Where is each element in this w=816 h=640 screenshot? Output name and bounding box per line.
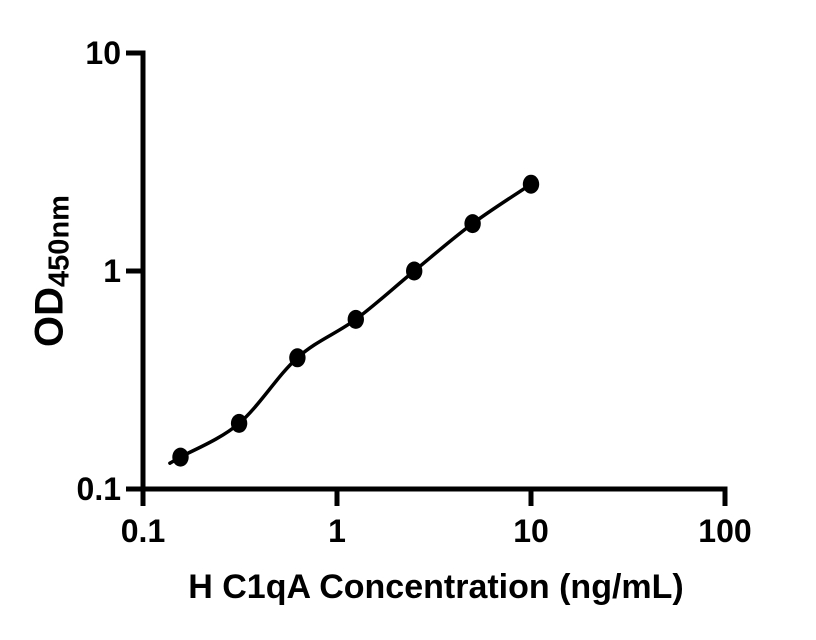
data-point: [464, 214, 481, 234]
x-axis-title: H C1qA Concentration (ng/mL): [188, 568, 684, 606]
x-tick-label: 100: [698, 513, 751, 549]
data-point: [522, 174, 540, 194]
y-tick-label: 1: [103, 253, 121, 289]
data-point: [289, 348, 306, 368]
x-tick-label: 1: [328, 513, 346, 549]
x-tick-label: 0.1: [121, 513, 165, 549]
data-point: [406, 261, 423, 281]
data-point: [347, 309, 364, 329]
y-axis-title: OD450nm: [27, 195, 76, 347]
data-point: [230, 413, 248, 433]
y-tick-label: 0.1: [77, 471, 121, 507]
x-tick-label: 10: [513, 513, 549, 549]
y-axis-title-subscript: 450nm: [43, 195, 76, 287]
y-tick-label: 10: [85, 35, 121, 71]
y-axis-title-main: OD: [27, 286, 72, 347]
data-point: [172, 447, 189, 467]
